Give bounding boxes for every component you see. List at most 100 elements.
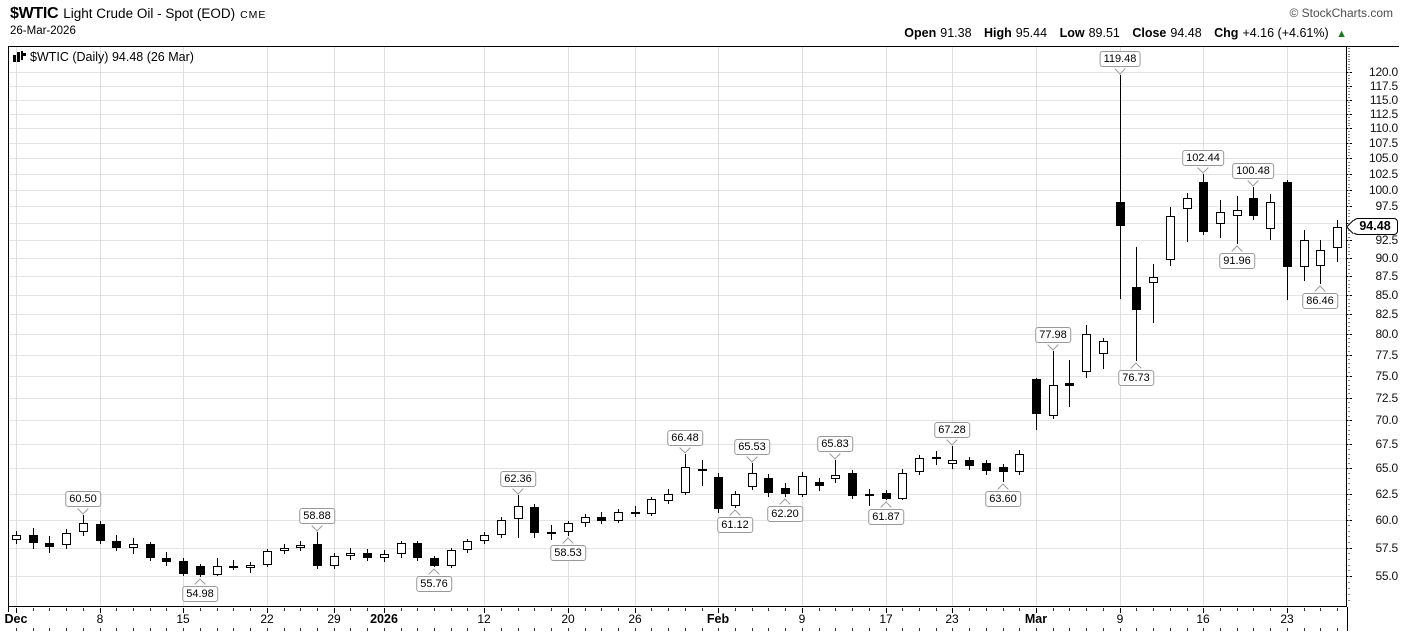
stockcharts-copyright-link[interactable]: © StockCharts.com (1289, 6, 1393, 20)
y-minor-tick (1348, 149, 1350, 150)
y-minor-tick (1348, 247, 1350, 248)
x-minor-tick (116, 628, 117, 631)
candle-down (932, 456, 941, 459)
y-minor-tick (1348, 269, 1350, 270)
candle-up (1082, 334, 1091, 372)
x-minor-tick (718, 628, 719, 631)
x-axis-label: 15 (176, 612, 190, 626)
x-minor-tick (1003, 608, 1004, 611)
x-minor-tick (768, 608, 769, 611)
plot-border (8, 46, 1347, 607)
candle-up (581, 516, 590, 524)
y-minor-tick (1348, 351, 1350, 352)
x-minor-tick (1253, 608, 1254, 611)
candle-down (96, 524, 105, 541)
candle-up (380, 554, 389, 558)
price-annotation: 55.76 (416, 576, 452, 593)
y-minor-tick (1348, 536, 1350, 537)
vertical-gridline (384, 46, 385, 607)
price-annotation: 102.44 (1182, 150, 1224, 167)
y-minor-tick (1348, 303, 1350, 304)
x-minor-tick (284, 608, 285, 611)
candle-up (647, 498, 656, 514)
horizontal-gridline (8, 376, 1347, 377)
x-minor-tick (267, 628, 268, 631)
y-minor-tick (1348, 416, 1350, 417)
y-minor-tick (1348, 111, 1350, 112)
candle-up (614, 511, 623, 522)
y-minor-tick (1348, 380, 1350, 381)
candle-down (1249, 197, 1258, 217)
x-major-tick (568, 608, 569, 613)
y-minor-tick (1348, 402, 1350, 403)
y-minor-tick (1348, 137, 1350, 138)
y-minor-tick (1348, 489, 1350, 490)
y-minor-tick (1348, 152, 1350, 153)
candle-wick (1153, 263, 1154, 323)
x-minor-tick (350, 608, 351, 611)
candle-wick (1053, 350, 1054, 419)
y-minor-tick (1348, 565, 1350, 566)
candle-down (1065, 382, 1074, 387)
y-axis-label: 102.5 (1368, 166, 1398, 181)
x-minor-tick (467, 608, 468, 611)
x-minor-tick (819, 628, 820, 631)
candle-down (1199, 182, 1208, 232)
x-minor-tick (1270, 608, 1271, 611)
x-minor-tick (852, 628, 853, 631)
horizontal-gridline (8, 240, 1347, 241)
horizontal-gridline (8, 190, 1347, 191)
y-minor-tick (1348, 94, 1350, 95)
x-axis-label: 22 (260, 612, 274, 626)
x-minor-tick (986, 608, 987, 611)
x-minor-tick (300, 608, 301, 611)
x-minor-tick (166, 608, 167, 611)
x-minor-tick (919, 628, 920, 631)
x-minor-tick (100, 628, 101, 631)
price-annotation: 76.73 (1118, 370, 1154, 387)
x-minor-tick (1053, 628, 1054, 631)
candle-up (447, 549, 456, 566)
x-minor-tick (66, 608, 67, 611)
x-minor-tick (150, 628, 151, 631)
x-major-tick (718, 608, 719, 613)
candle-up (898, 473, 907, 499)
candle-up (798, 476, 807, 495)
x-minor-tick (835, 628, 836, 631)
y-minor-tick (1348, 64, 1350, 65)
x-minor-tick (869, 608, 870, 611)
low-value: 89.51 (1088, 26, 1120, 40)
y-minor-tick (1348, 162, 1350, 163)
y-minor-tick (1348, 287, 1350, 288)
vertical-gridline (952, 46, 953, 607)
candle-up (463, 540, 472, 550)
x-axis-label: Dec (4, 612, 28, 626)
y-minor-tick (1348, 131, 1350, 132)
x-minor-tick (1270, 628, 1271, 631)
x-minor-tick (233, 628, 234, 631)
y-minor-tick (1348, 280, 1350, 281)
y-minor-tick (1348, 72, 1350, 73)
x-minor-tick (317, 628, 318, 631)
y-minor-tick (1348, 187, 1350, 188)
y-minor-tick (1348, 54, 1350, 55)
symbol: $WTIC (10, 5, 59, 22)
y-minor-tick (1348, 134, 1350, 135)
horizontal-gridline (8, 314, 1347, 315)
y-minor-tick (1348, 346, 1350, 347)
axis-top-rule (1347, 46, 1399, 47)
candle-down (45, 543, 54, 548)
axis-corner-rule (1347, 607, 1348, 631)
y-minor-tick (1348, 449, 1350, 450)
x-minor-tick (166, 628, 167, 631)
y-axis-label: 80.0 (1375, 327, 1398, 342)
candle-up (1099, 340, 1108, 354)
x-minor-tick (651, 628, 652, 631)
x-minor-tick (601, 628, 602, 631)
y-minor-tick (1348, 570, 1350, 571)
y-minor-tick (1348, 180, 1350, 181)
x-minor-tick (1170, 608, 1171, 611)
x-minor-tick (217, 608, 218, 611)
price-annotation: 65.53 (734, 439, 770, 456)
y-minor-tick (1348, 430, 1350, 431)
